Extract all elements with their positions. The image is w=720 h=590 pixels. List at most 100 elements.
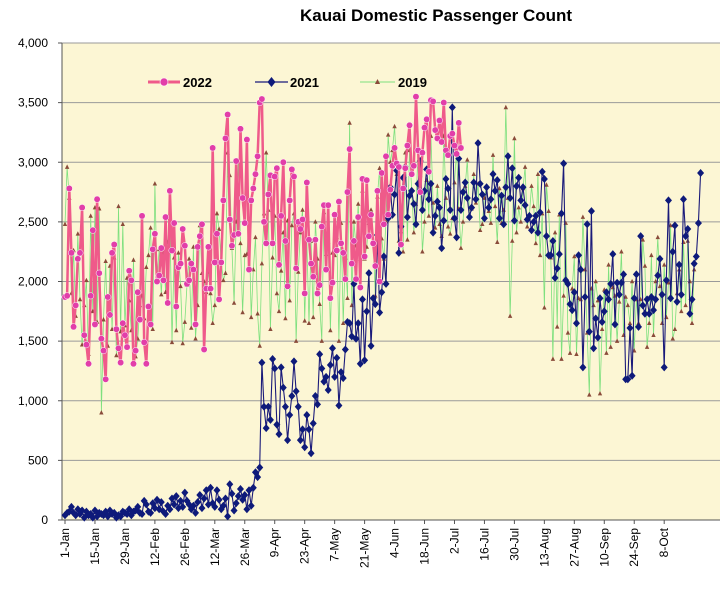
point-2019 [355,201,361,206]
point-2021 [403,213,411,222]
point-2021 [450,214,458,223]
point-2022 [373,187,381,195]
point-2021 [138,510,146,519]
point-2021 [508,164,516,173]
point-2022 [339,249,347,257]
point-2021 [134,502,142,511]
point-2019 [525,224,530,229]
point-2019 [593,278,598,284]
point-2021 [472,195,480,204]
point-2021 [236,484,244,493]
point-2021 [354,319,362,328]
legend-marker [374,79,381,84]
point-2021 [179,502,187,511]
point-2021 [635,322,643,331]
point-2019 [392,123,397,129]
point-2022 [226,216,234,223]
point-2021 [594,333,602,342]
point-2019 [300,207,305,212]
point-2019 [465,157,470,162]
point-2021 [200,494,208,503]
point-2021 [369,294,377,303]
point-2021 [459,188,467,197]
x-tick-label: 24-Sep [627,528,641,567]
point-2019 [426,213,431,218]
point-2021 [262,424,270,433]
point-2019 [422,219,427,224]
point-2021 [525,211,533,220]
point-2022 [386,186,394,194]
point-2022 [348,260,356,268]
point-2021 [322,372,330,381]
point-2021 [181,488,189,497]
point-2021 [442,174,450,183]
point-2021 [628,371,636,380]
point-2019 [657,283,663,289]
point-2022 [401,164,409,172]
point-2022 [102,375,110,383]
series-line-2021 [64,106,702,519]
point-2019 [75,231,81,236]
y-tick-label: 2,500 [18,215,48,229]
point-2019 [606,262,611,267]
point-2022 [316,281,324,289]
point-2019 [561,293,566,298]
point-2019 [238,240,243,246]
point-2021 [536,208,544,217]
point-2022 [408,170,416,178]
point-2022 [436,117,443,124]
point-2022 [309,273,317,281]
point-2022 [431,126,439,134]
point-2022 [151,230,159,238]
point-2021 [547,251,555,260]
point-2022 [337,239,345,247]
point-2019 [351,219,357,224]
point-2021 [637,232,645,241]
point-2019 [608,344,613,349]
point-2022 [145,303,152,310]
point-2022 [296,225,304,233]
point-2021 [682,232,690,241]
legend-item-2019: 2019 [360,75,427,90]
point-2019 [623,294,628,299]
point-2021 [436,203,443,212]
point-2022 [228,242,236,250]
point-2021 [380,252,388,261]
point-2022 [164,299,172,307]
point-2022 [123,343,131,351]
point-2022 [234,230,242,238]
point-2019 [670,336,675,341]
point-2022 [78,204,86,212]
point-2022 [352,275,360,283]
point-2022 [138,212,146,220]
x-tick-label: 21-May [358,528,372,568]
point-2019 [580,214,586,219]
point-2022 [254,152,262,160]
x-tick-label: 13-Aug [537,528,551,567]
point-2019 [182,319,188,324]
point-2021 [222,494,229,503]
point-2021 [329,344,336,353]
point-2022 [290,173,298,181]
point-2022 [140,338,148,346]
point-2019 [178,283,183,289]
point-2021 [694,219,702,228]
point-2021 [147,508,155,517]
legend-label: 2021 [290,75,319,90]
point-2022 [322,266,330,274]
point-2021 [157,498,165,507]
point-2021 [378,288,386,297]
point-2021 [609,250,617,259]
point-2019 [518,219,524,224]
point-2019 [283,315,288,321]
point-2021 [528,226,536,235]
point-2021 [410,199,418,208]
point-2019 [169,339,175,345]
point-2022 [314,289,321,297]
legend-label: 2019 [398,75,427,90]
point-2022 [448,130,456,138]
point-2021 [540,174,548,183]
point-2021 [510,216,518,225]
point-2021 [78,506,86,515]
point-2022 [125,267,133,275]
